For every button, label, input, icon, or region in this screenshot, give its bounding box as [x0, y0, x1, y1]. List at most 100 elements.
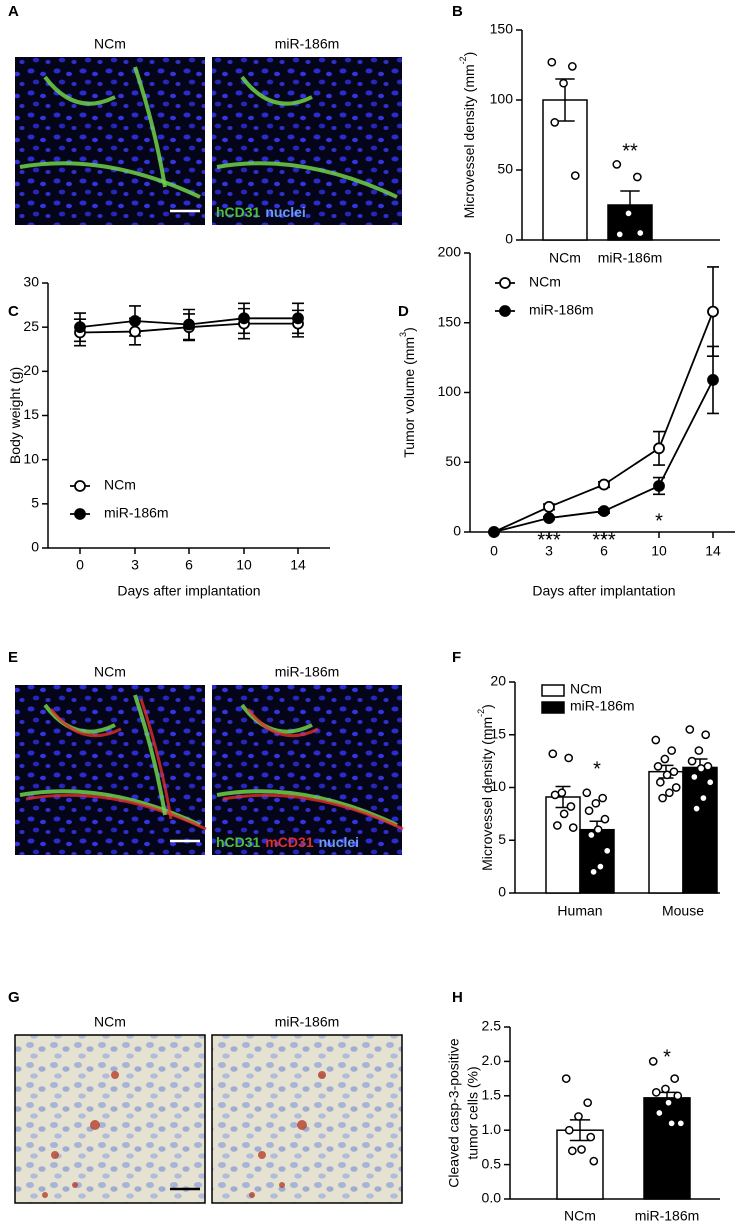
- data-point: [550, 118, 560, 127]
- y-axis-title-sup: 3: [398, 332, 408, 337]
- legend-label: NCm: [529, 274, 561, 290]
- bar: [682, 766, 718, 894]
- marker: [292, 312, 304, 325]
- stain-spot: [72, 1182, 78, 1188]
- panel-letter: C: [8, 303, 19, 320]
- x-tick-label: 6: [185, 557, 193, 573]
- image-label: miR-186m: [275, 1014, 340, 1030]
- x-tick-label: 6: [600, 543, 608, 559]
- vessel-mouse: [139, 698, 173, 820]
- vessel: [19, 161, 201, 199]
- data-point: [654, 1108, 664, 1118]
- data-point: [586, 1132, 596, 1142]
- vessel-mouse: [25, 793, 207, 831]
- data-point: [651, 1088, 661, 1097]
- data-point: [547, 57, 557, 67]
- micrograph: [15, 685, 205, 855]
- marker: [598, 505, 610, 517]
- y-tick-label: 50: [445, 453, 461, 469]
- legend-swatch: [541, 684, 565, 697]
- y-tick-label: 5: [498, 831, 506, 847]
- data-point: [699, 793, 708, 803]
- data-point: [589, 867, 598, 877]
- y-axis-title-text: Tumor volume (mm: [401, 337, 417, 458]
- data-point: [624, 209, 633, 218]
- x-tick-label: 3: [545, 543, 553, 559]
- y-axis-title: Microvessel density (mm-2): [476, 704, 494, 871]
- data-point: [593, 825, 603, 835]
- stain-spot: [249, 1192, 255, 1198]
- data-point: [567, 1146, 577, 1156]
- data-point: [632, 172, 642, 182]
- micrograph: [212, 685, 402, 855]
- marker: [707, 374, 719, 386]
- y-axis-title-sup: -2: [476, 709, 486, 717]
- legend-label: miR-186m: [570, 698, 635, 714]
- bar: [542, 99, 588, 241]
- y-tick-label: 150: [438, 313, 462, 329]
- y-tick-label: 15: [23, 406, 39, 422]
- y-axis-title-end: ): [461, 52, 477, 57]
- image-label: NCm: [94, 36, 126, 52]
- panel-letter: E: [8, 649, 18, 666]
- data-point: [552, 821, 562, 830]
- data-point: [612, 160, 622, 169]
- y-tick-label: 25: [23, 318, 39, 334]
- y-tick-label: 15: [490, 725, 506, 741]
- y-tick-label: 100: [438, 383, 462, 399]
- y-axis-title-text: Body weight (g): [7, 367, 23, 464]
- image-label: NCm: [94, 664, 126, 680]
- y-tick-label: 2.5: [482, 1018, 502, 1034]
- y-tick-label: 10: [490, 778, 506, 794]
- y-tick-label: 1.0: [482, 1121, 502, 1137]
- stain-legend: hCD31 mCD31 nuclei: [216, 834, 359, 850]
- marker: [74, 321, 86, 334]
- significance: **: [622, 140, 638, 162]
- stain-spot: [258, 1151, 266, 1159]
- data-point: [662, 770, 672, 780]
- y-axis-title-sup: -2: [458, 56, 468, 64]
- y-tick-label: 0: [31, 539, 39, 555]
- data-point: [568, 823, 578, 832]
- data-point: [667, 746, 677, 755]
- vessel: [240, 75, 313, 106]
- significance: *: [593, 758, 601, 780]
- data-point: [671, 783, 681, 792]
- data-point: [648, 1057, 658, 1066]
- stain-spot: [51, 1151, 59, 1159]
- data-point: [692, 804, 701, 813]
- data-point: [705, 777, 715, 787]
- data-point: [598, 793, 608, 803]
- data-point: [687, 756, 697, 766]
- stain-legend: hCD31 nuclei: [216, 204, 306, 220]
- data-point: [600, 814, 610, 824]
- x-tick-label: NCm: [549, 250, 581, 266]
- data-point: [689, 772, 699, 782]
- stain-label: mCD31: [265, 834, 313, 850]
- y-tick-label: 10: [23, 450, 39, 466]
- data-point: [664, 1098, 673, 1108]
- marker: [543, 500, 555, 513]
- legend-label: miR-186m: [104, 505, 169, 521]
- vessel: [240, 703, 313, 734]
- y-axis-title: tumor cells (%): [465, 1066, 481, 1159]
- y-tick-label: 150: [490, 21, 514, 37]
- micrograph: [15, 57, 205, 225]
- marker: [653, 442, 665, 455]
- data-point: [559, 809, 569, 819]
- x-tick-label: 10: [236, 557, 252, 573]
- image-label: miR-186m: [275, 664, 340, 680]
- micrograph: [211, 1034, 403, 1204]
- y-tick-label: 50: [497, 161, 513, 177]
- y-tick-label: 0.5: [482, 1155, 502, 1171]
- x-tick-label: miR-186m: [635, 1208, 700, 1224]
- data-point: [548, 749, 558, 759]
- y-tick-label: 0: [453, 523, 461, 539]
- stain-label: nuclei: [319, 834, 359, 850]
- stain-spot: [297, 1120, 307, 1130]
- x-axis-title: Days after implantation: [532, 583, 675, 599]
- data-point: [564, 1125, 574, 1135]
- vessel: [216, 161, 398, 199]
- data-point: [658, 793, 667, 803]
